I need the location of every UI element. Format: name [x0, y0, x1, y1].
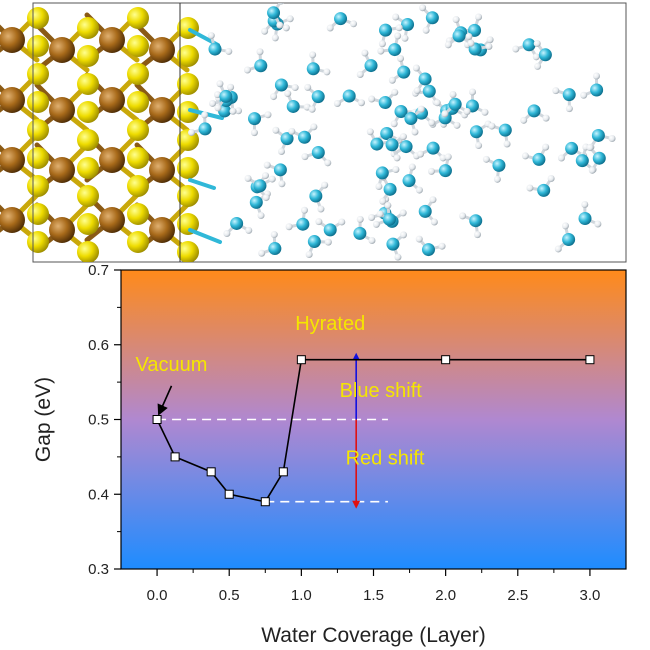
y-tick-label: 0.7: [88, 262, 109, 279]
y-tick-label: 0.6: [88, 337, 109, 354]
shift-arrows: [157, 352, 361, 509]
data-point: [224, 489, 234, 499]
x-tick-label: 0.5: [219, 587, 240, 604]
data-point: [296, 355, 306, 365]
structure-atoms: [0, 3, 616, 262]
y-tick-label: 0.3: [88, 561, 109, 578]
vacuum-label: Vacuum: [136, 354, 208, 376]
x-axis-title: Water Coverage (Layer): [261, 624, 485, 647]
x-tick-label: 1.5: [363, 587, 384, 604]
series-markers: [152, 355, 595, 507]
reference-lines: [157, 418, 388, 503]
hydrated-label: Hyrated: [295, 313, 365, 335]
red-shift-label: Red shift: [346, 447, 425, 469]
data-point: [278, 467, 288, 477]
data-point: [441, 355, 451, 365]
x-tick-label: 3.0: [579, 587, 600, 604]
y-tick-label: 0.5: [88, 412, 109, 429]
y-tick-label: 0.4: [88, 486, 109, 503]
x-tick-label: 0.0: [147, 587, 168, 604]
y-axis-title: Gap (eV): [32, 377, 55, 462]
data-point: [152, 415, 162, 424]
data-point: [206, 467, 216, 477]
data-point: [585, 355, 595, 365]
vacuum-pointer-arrow: [157, 385, 173, 416]
gap-chart: 0.0 0.5 1.0 1.5 2.0 2.5 3.0 0.3 0.4 0.5 0.6 0.7 Hyr…: [32, 262, 627, 647]
x-tick-label: 1.0: [291, 587, 312, 604]
data-point: [170, 452, 180, 462]
annotations: Hyrated Blue shift Red shift Vacuum: [136, 313, 425, 470]
molecular-structure-image: [0, 2, 627, 263]
axis-ticks: 0.0 0.5 1.0 1.5 2.0 2.5 3.0 0.3 0.4 0.5 0.6 0.7: [88, 262, 600, 604]
data-point: [260, 497, 270, 507]
blue-shift-label: Blue shift: [340, 380, 423, 402]
x-tick-label: 2.0: [435, 587, 456, 604]
x-tick-label: 2.5: [507, 587, 528, 604]
